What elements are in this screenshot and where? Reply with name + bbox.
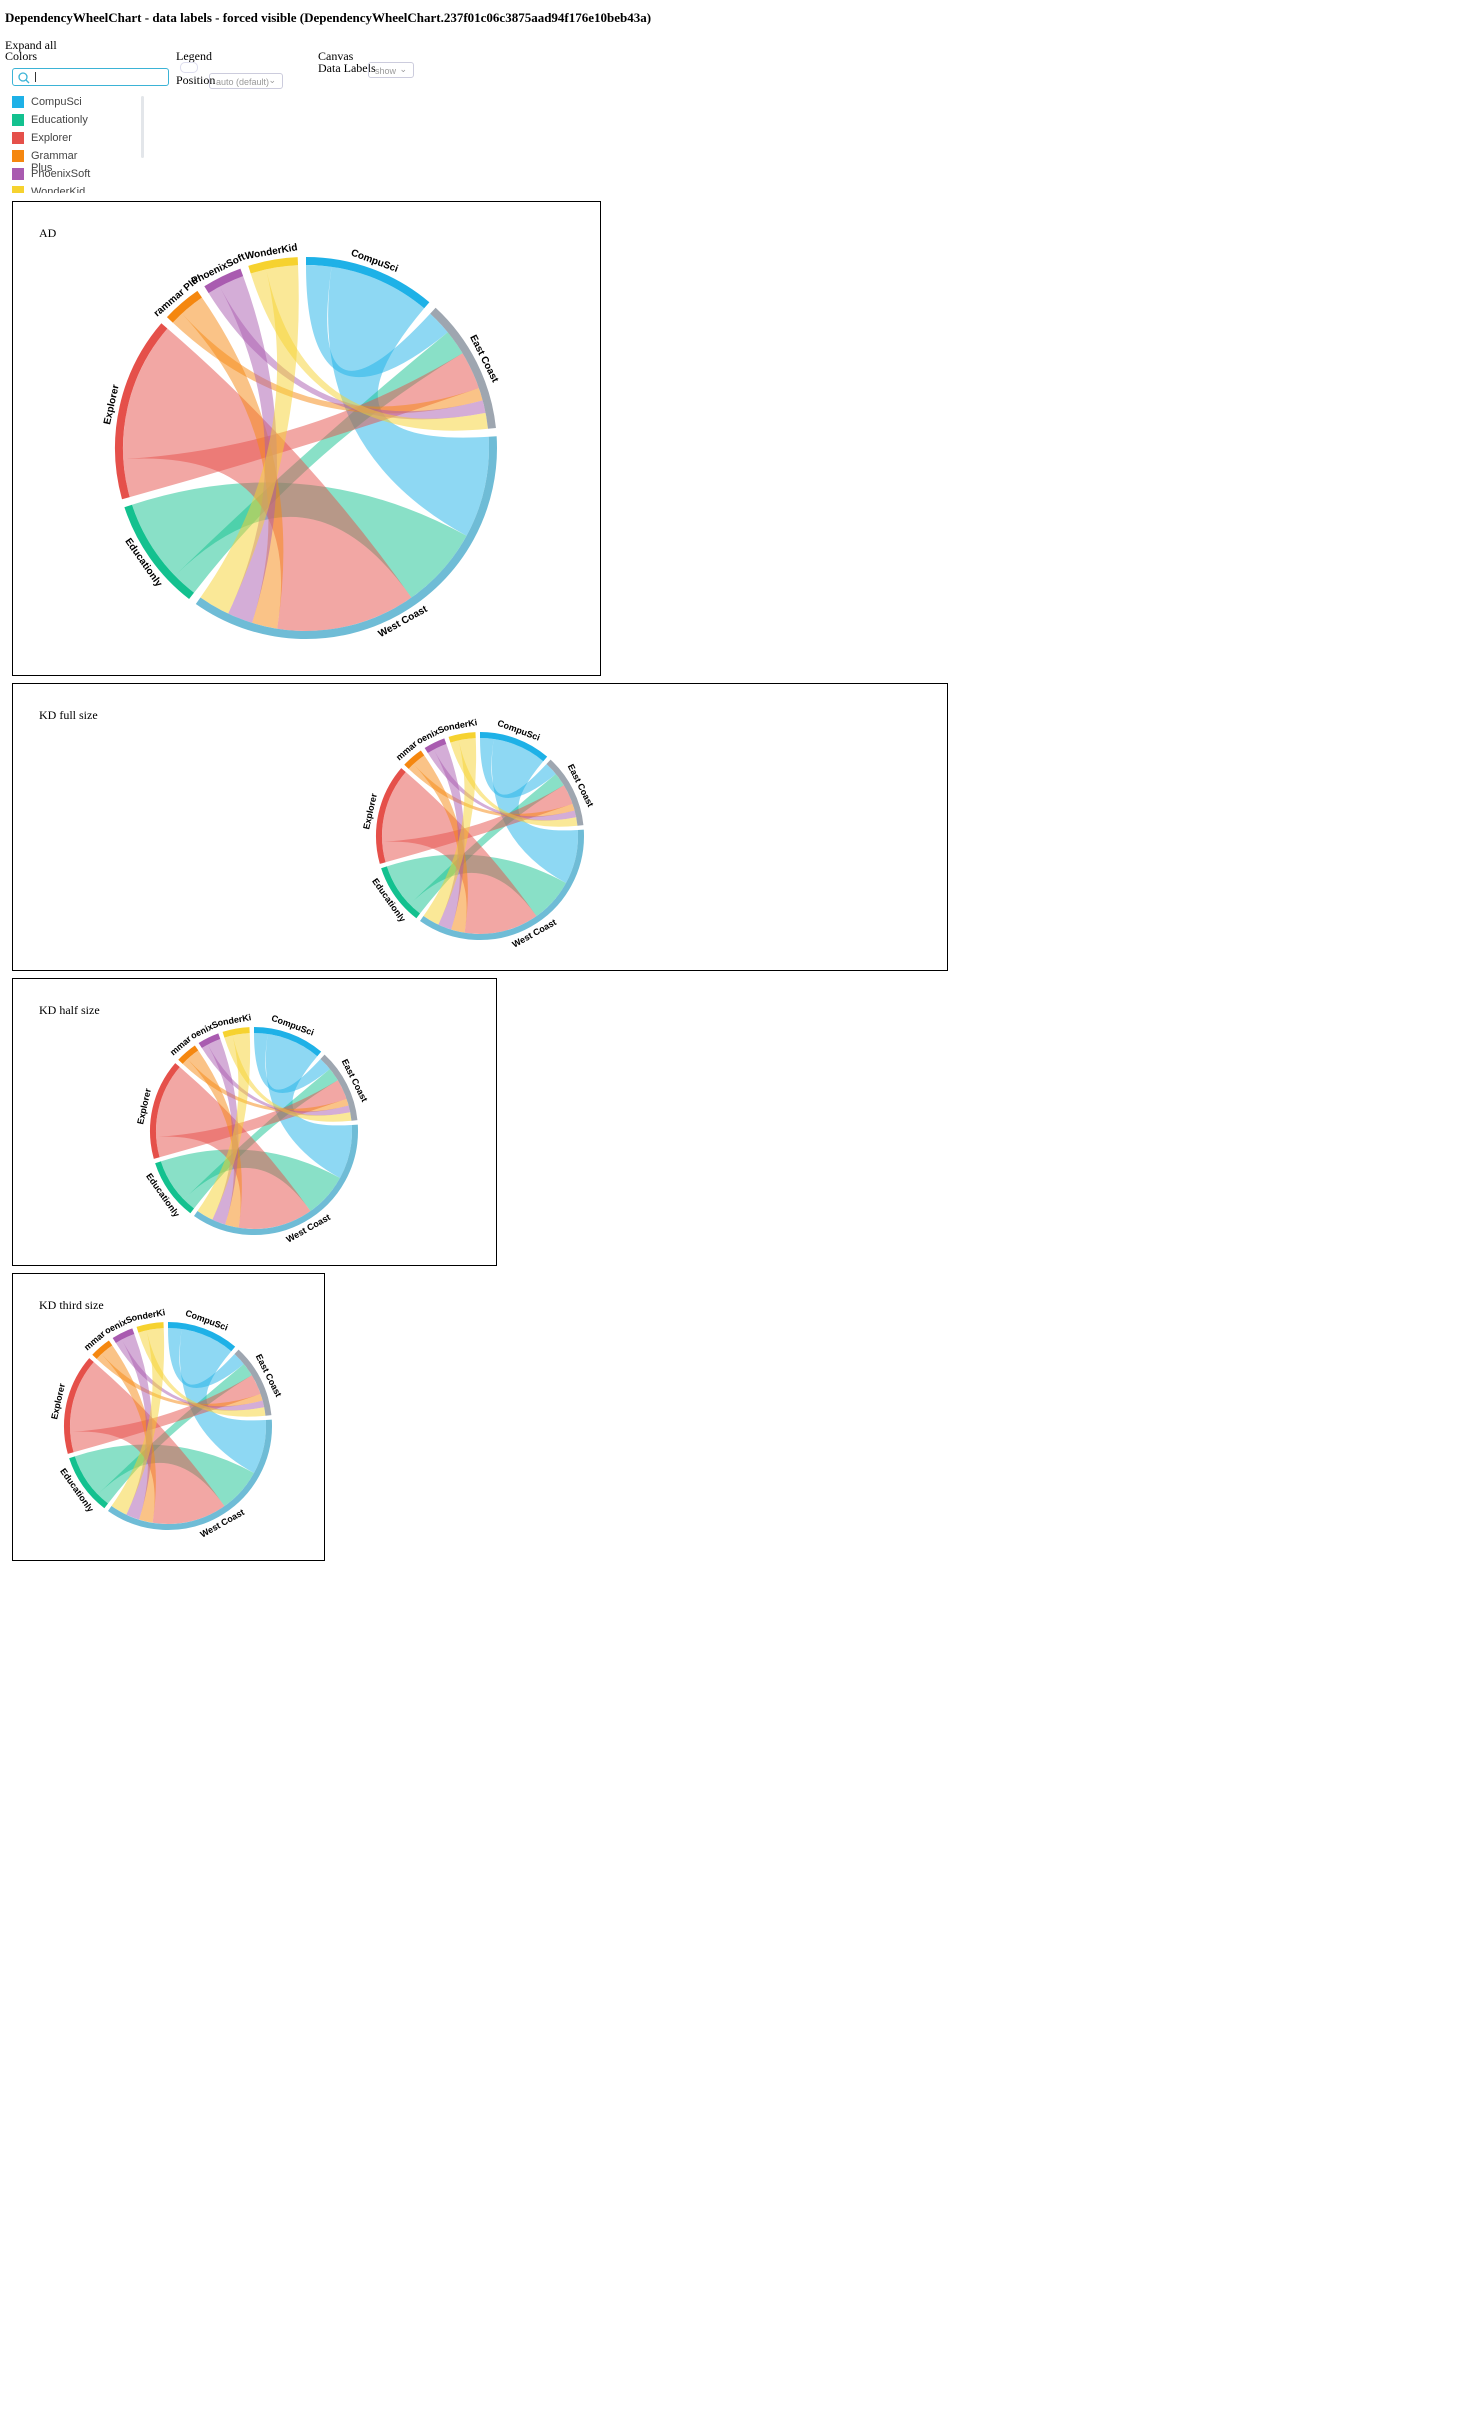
search-icon — [18, 72, 30, 84]
position-label: Position — [176, 73, 216, 87]
data-labels-label: Data Labels — [318, 61, 376, 75]
color-list: CompuSci Educationly Explorer Grammar Plus P… — [12, 95, 147, 193]
colors-label: Colors — [5, 49, 38, 63]
link — [413, 755, 468, 933]
chart-title: AD — [39, 226, 57, 240]
node-arc — [107, 1419, 272, 1530]
node-arc — [166, 290, 202, 323]
link — [200, 265, 299, 614]
chart-title: KD half size — [39, 1003, 100, 1017]
node-arc — [150, 1063, 180, 1159]
link — [306, 265, 448, 378]
node-arc — [424, 738, 447, 754]
color-swatch — [12, 132, 24, 144]
node-arc — [178, 1045, 199, 1064]
node-arc — [167, 1322, 236, 1352]
legend-label: Legend — [176, 49, 212, 63]
chart-title: KD third size — [39, 1298, 104, 1312]
node-arc — [195, 436, 497, 639]
link — [179, 1328, 266, 1474]
node-arc — [419, 829, 584, 940]
canvas-label: Canvas — [318, 49, 354, 63]
link — [111, 1328, 165, 1515]
data-labels-select[interactable]: show ⌄ — [368, 62, 414, 78]
color-name: Explorer — [31, 132, 72, 144]
link — [328, 266, 489, 536]
node-arc — [112, 1328, 135, 1344]
caret — [35, 72, 36, 82]
node-arc — [546, 759, 584, 826]
node-arc — [404, 750, 425, 769]
color-name: CompuSci — [31, 96, 82, 108]
node-arc — [448, 732, 476, 743]
node-arc — [234, 1349, 272, 1416]
color-name: WonderKid — [31, 186, 86, 193]
node-arc — [479, 732, 548, 762]
color-swatch — [12, 150, 24, 162]
node-arc — [305, 257, 430, 309]
color-swatch — [12, 168, 24, 180]
position-value: auto (default) — [216, 77, 270, 87]
node-arc — [193, 1124, 358, 1235]
node-arc — [253, 1027, 322, 1057]
position-select[interactable]: auto (default) ⌄ — [209, 73, 283, 89]
node-arc — [64, 1358, 94, 1454]
node-arc — [124, 504, 195, 600]
link — [254, 1033, 330, 1094]
link — [101, 1345, 156, 1523]
color-swatch — [12, 186, 24, 193]
link — [480, 738, 556, 799]
node-arc — [430, 307, 496, 429]
chart-title: KD full size — [39, 708, 98, 722]
link — [160, 1149, 340, 1212]
node-arc — [320, 1054, 358, 1121]
data-labels-value: show — [375, 66, 397, 76]
link — [386, 854, 566, 917]
node-arc — [381, 866, 421, 919]
chevron: ⌄ — [399, 64, 407, 74]
node-arc — [198, 1033, 221, 1049]
color-swatch — [12, 96, 24, 108]
color-name: Grammar Plus — [31, 150, 78, 174]
expand-all[interactable]: Expand all — [5, 38, 57, 52]
node-arc — [248, 257, 299, 274]
link — [491, 738, 578, 884]
link — [265, 1033, 352, 1179]
node-arc — [115, 323, 168, 500]
link — [423, 738, 477, 925]
node-arc — [136, 1322, 164, 1333]
link — [433, 743, 465, 930]
link — [74, 1444, 254, 1507]
link — [187, 1050, 242, 1228]
node-arc — [204, 268, 244, 294]
color-swatch — [12, 114, 24, 126]
scrollbar[interactable] — [141, 96, 144, 158]
page-title: DependencyWheelChart - data labels - for… — [5, 10, 652, 25]
legend-toggle[interactable] — [180, 62, 198, 73]
node-arc — [69, 1456, 109, 1509]
link — [219, 276, 277, 623]
color-name: Educationly — [31, 114, 88, 126]
link — [168, 1328, 244, 1389]
link — [121, 1333, 153, 1520]
chevron: ⌄ — [268, 75, 276, 85]
node-arc — [155, 1161, 195, 1214]
link — [207, 1038, 239, 1225]
node-arc — [376, 768, 406, 864]
search-input[interactable] — [12, 68, 169, 86]
node-arc — [92, 1340, 113, 1359]
link — [197, 1033, 251, 1220]
link — [132, 482, 467, 598]
color-name: PhoenixSoft — [31, 168, 91, 180]
link — [181, 297, 284, 629]
node-arc — [222, 1027, 250, 1038]
